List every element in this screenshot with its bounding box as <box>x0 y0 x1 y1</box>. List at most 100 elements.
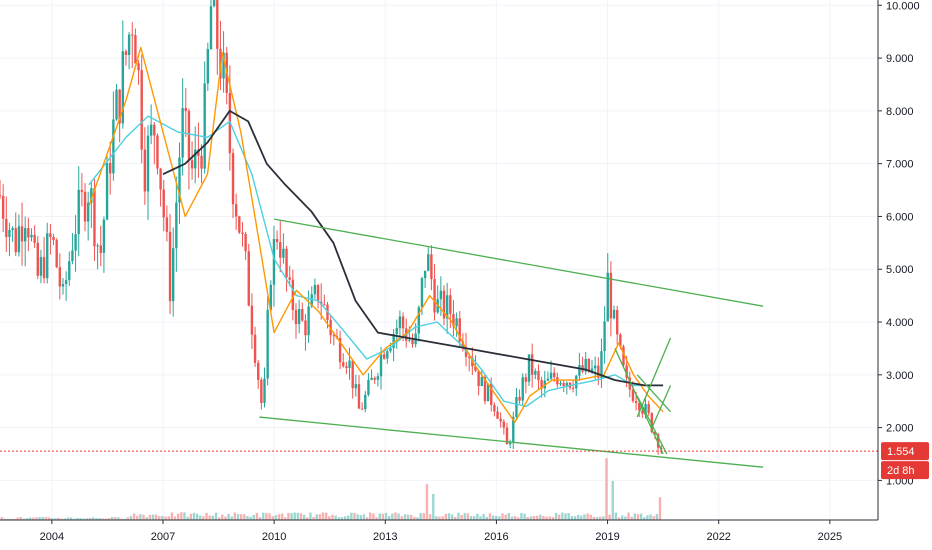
x-tick-label: 2013 <box>373 531 397 543</box>
candle-body <box>297 309 301 325</box>
candle-body <box>304 320 307 336</box>
candle-body <box>238 216 241 233</box>
candle-body <box>77 189 80 235</box>
candle-body <box>55 240 58 268</box>
volume-bar <box>372 513 375 520</box>
volume-bar <box>129 515 133 520</box>
volume-bar <box>315 514 318 520</box>
candle-body <box>83 191 87 222</box>
candle-body <box>357 384 361 409</box>
trendline[interactable] <box>651 385 672 428</box>
volume-bar <box>413 516 416 520</box>
volume-bar <box>359 515 363 520</box>
volume-bar <box>154 514 158 520</box>
volume-bar <box>362 514 366 520</box>
candle-body <box>549 372 553 379</box>
candle-body <box>442 290 446 319</box>
volume-bar <box>290 513 293 520</box>
candle-body <box>279 242 282 258</box>
candle-body <box>33 234 36 243</box>
volume-bar <box>233 512 237 520</box>
candle-body <box>0 195 2 197</box>
volume-bar <box>529 516 533 520</box>
candle-body <box>571 387 575 389</box>
volume-bar <box>450 514 454 520</box>
candle-body <box>515 397 518 417</box>
candle-body <box>153 124 156 136</box>
y-tick-label: 9.000 <box>886 53 914 65</box>
candle-body <box>5 218 8 237</box>
volume-bar <box>391 513 394 520</box>
candle-body <box>197 149 200 156</box>
candle-body <box>518 397 521 401</box>
volume-bar <box>617 517 621 520</box>
candle-body <box>433 279 436 313</box>
volume-bar <box>69 517 73 520</box>
last-price-tag <box>881 442 929 461</box>
volume-bar <box>57 517 60 520</box>
trendline[interactable] <box>614 348 664 455</box>
countdown-tag <box>881 461 929 480</box>
candle-body <box>578 365 581 376</box>
volume-bar <box>526 517 529 520</box>
candle-body <box>502 421 506 428</box>
trendline[interactable] <box>274 218 764 307</box>
time-axis-panel[interactable] <box>0 520 932 550</box>
trendline[interactable] <box>259 416 764 468</box>
volume-bar <box>350 512 353 520</box>
candle-body <box>71 250 74 262</box>
y-tick-label: 4.000 <box>886 317 914 329</box>
volume-bar <box>347 515 350 520</box>
volume-bar <box>47 517 51 520</box>
volume-bar <box>214 512 218 520</box>
volume-bar <box>419 513 422 520</box>
candle-body <box>244 233 247 252</box>
candle-body <box>253 334 257 363</box>
volume-bar <box>306 517 309 520</box>
candle-body <box>266 309 269 379</box>
candle-body <box>247 251 250 306</box>
volume-bar <box>639 513 643 520</box>
candle-body <box>203 83 206 169</box>
candle-body <box>455 318 458 327</box>
volume-bar <box>435 516 438 520</box>
volume-bar <box>491 515 495 520</box>
trendline[interactable] <box>636 374 672 413</box>
y-tick-label: 7.000 <box>886 159 914 171</box>
ma-mid-line <box>88 115 664 408</box>
x-tick-label: 2022 <box>706 531 730 543</box>
volume-bar <box>658 497 662 520</box>
volume-bar <box>501 513 504 520</box>
candle-body <box>80 189 84 192</box>
volume-bar <box>123 518 126 520</box>
volume-bar <box>567 513 570 520</box>
trendline[interactable] <box>636 337 672 418</box>
candle-body <box>496 411 499 419</box>
volume-bar <box>620 515 624 520</box>
volume-bar <box>602 516 605 520</box>
volume-bar <box>517 517 520 520</box>
volume-bar <box>63 518 67 520</box>
volume-bar <box>13 518 16 520</box>
candle-body <box>379 354 383 377</box>
volume-bar <box>186 516 189 520</box>
volume-bar <box>482 513 485 520</box>
candle-body <box>449 295 452 314</box>
candle-body <box>584 358 587 372</box>
volume-bar <box>463 512 466 520</box>
candle-body <box>417 307 421 334</box>
candle-body <box>342 362 345 367</box>
candle-body <box>23 228 27 242</box>
candle-body <box>423 270 427 279</box>
volume-bar <box>570 516 574 520</box>
volume-bar <box>535 515 539 520</box>
volume-bar <box>583 514 586 520</box>
volume-bar <box>554 512 558 520</box>
trendline[interactable] <box>636 395 668 455</box>
volume-bar <box>180 512 183 520</box>
candle-body <box>178 157 181 203</box>
volume-bar <box>614 512 618 520</box>
volume-bar <box>88 517 92 520</box>
